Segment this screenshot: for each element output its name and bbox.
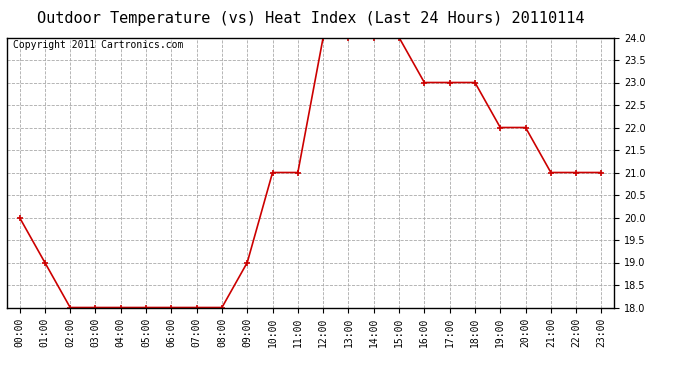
- Text: Outdoor Temperature (vs) Heat Index (Last 24 Hours) 20110114: Outdoor Temperature (vs) Heat Index (Las…: [37, 11, 584, 26]
- Text: Copyright 2011 Cartronics.com: Copyright 2011 Cartronics.com: [13, 40, 184, 50]
